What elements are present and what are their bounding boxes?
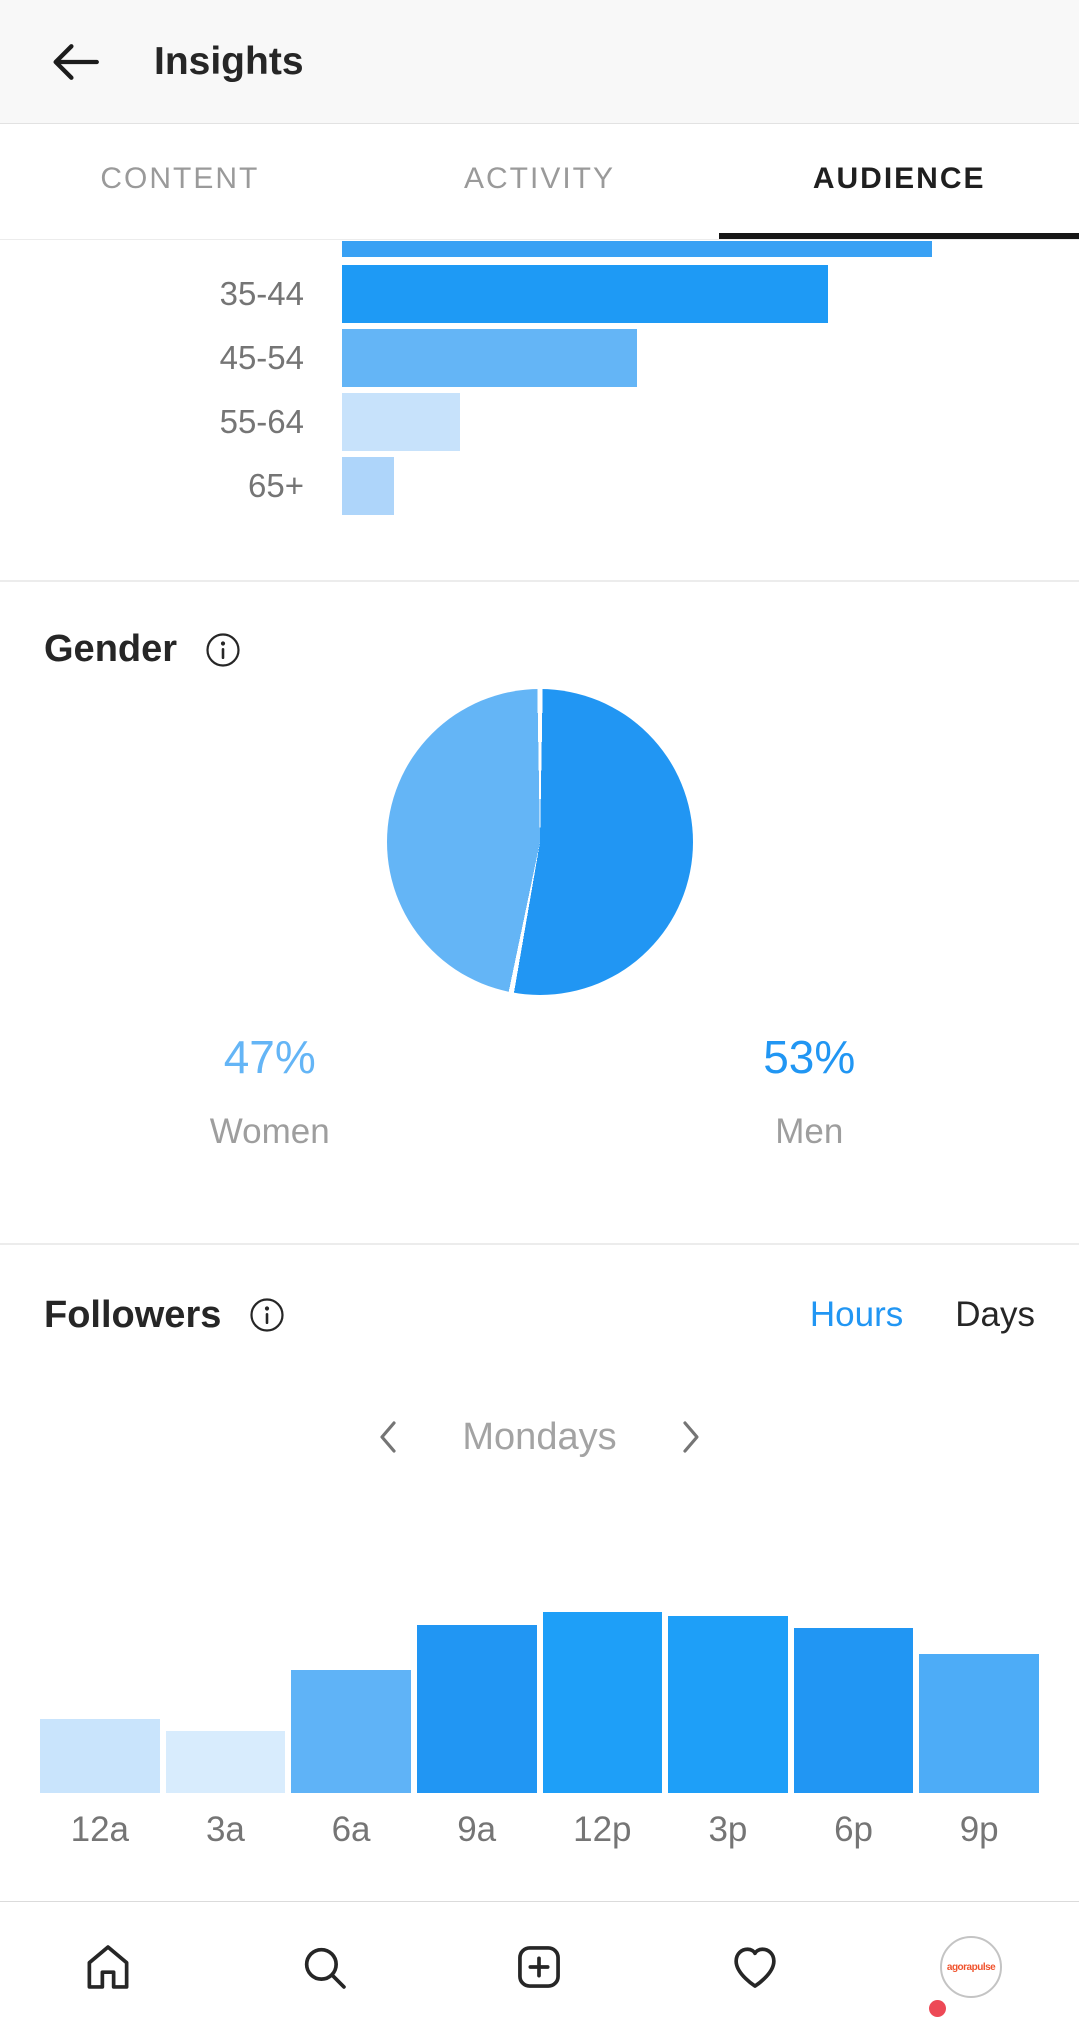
info-icon	[250, 1298, 284, 1332]
hour-column: 12a	[40, 1612, 160, 1853]
top-bar: Insights	[0, 0, 1079, 124]
bottom-nav: agorapulse	[0, 1901, 1079, 2032]
hour-column: 6a	[291, 1612, 411, 1853]
age-bar	[342, 265, 829, 323]
age-row: 55-64	[0, 393, 1079, 451]
age-row: 45-54	[0, 329, 1079, 387]
heart-icon	[734, 1947, 776, 1988]
back-button[interactable]	[42, 29, 108, 95]
hour-bar-12a	[40, 1719, 160, 1793]
age-chart-section: 35-44 45-54 55-64 65+	[0, 241, 1079, 521]
days-toggle[interactable]: Days	[955, 1295, 1035, 1334]
new-post-icon	[518, 1946, 561, 1988]
hour-label: 12p	[573, 1810, 632, 1849]
hour-column: 3a	[165, 1612, 286, 1853]
tab-content[interactable]: CONTENT	[100, 162, 260, 195]
age-row-label: 55-64	[219, 403, 304, 440]
nav-activity-button[interactable]	[715, 1927, 795, 2007]
hour-label: 6p	[834, 1810, 874, 1849]
age-bar	[342, 393, 460, 451]
chevron-right-icon	[682, 1421, 699, 1453]
followers-info-button[interactable]	[249, 1297, 285, 1333]
nav-search-button[interactable]	[284, 1927, 364, 2007]
section-divider	[0, 580, 1079, 582]
hour-label: 3a	[205, 1810, 245, 1849]
hours-days-toggle: Hours Days	[810, 1295, 1035, 1335]
hour-column: 9a	[416, 1612, 537, 1853]
day-selector: Mondays	[0, 1405, 1079, 1469]
back-arrow-icon	[53, 43, 99, 80]
men-percentage: 53%	[763, 1031, 856, 1083]
hour-label: 6a	[331, 1810, 371, 1849]
age-bar	[342, 457, 394, 515]
age-row-label: 35-44	[219, 275, 304, 312]
home-icon	[87, 1945, 129, 1989]
men-label: Men	[775, 1112, 844, 1151]
age-row-label: 45-54	[219, 339, 304, 376]
women-percentage: 47%	[223, 1031, 316, 1083]
gender-pie-chart	[387, 689, 693, 995]
age-row-label: 65+	[248, 467, 304, 504]
notification-dot	[929, 2000, 947, 2017]
hours-toggle[interactable]: Hours	[809, 1295, 904, 1334]
followers-heading: Followers	[44, 1293, 222, 1336]
hour-label: 9a	[457, 1810, 497, 1849]
page-title: Insights	[154, 39, 304, 83]
tab-audience[interactable]: AUDIENCE	[719, 125, 1079, 239]
hour-bar-3a	[165, 1731, 286, 1793]
gender-heading: Gender	[44, 628, 178, 670]
age-chart: 35-44 45-54 55-64 65+	[0, 241, 1079, 515]
chevron-left-icon	[380, 1421, 396, 1453]
hour-column: 12p	[542, 1612, 663, 1853]
nav-new-post-button[interactable]	[499, 1927, 579, 2007]
nav-home-button[interactable]	[68, 1927, 148, 2007]
women-stat: 47% Women	[0, 1030, 540, 1152]
gender-stats: 47% Women 53% Men	[0, 1030, 1079, 1152]
tab-activity[interactable]: ACTIVITY	[464, 162, 616, 195]
gender-info-button[interactable]	[205, 632, 241, 668]
age-row	[0, 241, 1079, 257]
hours-chart: 12a 3a 6a 9a 12p 3p 6p 9p	[40, 1612, 1039, 1853]
previous-day-button[interactable]	[374, 1415, 402, 1459]
men-stat: 53% Men	[540, 1030, 1079, 1152]
hour-column: 3p	[668, 1612, 788, 1853]
hour-label: 9p	[959, 1810, 999, 1849]
hour-bar-9p	[919, 1654, 1039, 1793]
nav-profile-button[interactable]: agorapulse	[929, 1927, 1011, 2017]
hour-bar-12p	[542, 1612, 663, 1793]
avatar-brand-label: agorapulse	[946, 1961, 996, 1973]
age-bar	[342, 241, 932, 257]
hour-bar-6a	[291, 1670, 411, 1793]
women-label: Women	[209, 1112, 330, 1151]
hour-label: 12a	[70, 1810, 130, 1849]
search-icon	[304, 1947, 346, 1989]
hour-bar-3p	[668, 1616, 788, 1793]
hour-column: 6p	[793, 1612, 914, 1853]
age-row: 35-44	[0, 265, 1079, 323]
next-day-button[interactable]	[677, 1415, 705, 1459]
hour-label: 3p	[708, 1810, 748, 1849]
info-icon	[206, 632, 240, 667]
profile-avatar: agorapulse	[940, 1936, 1003, 1998]
hour-column: 9p	[919, 1612, 1039, 1853]
age-row: 65+	[0, 457, 1079, 515]
hour-bar-6p	[793, 1628, 914, 1793]
tab-bar: CONTENT ACTIVITY AUDIENCE	[0, 125, 1079, 240]
hour-bar-9a	[416, 1625, 537, 1793]
day-selector-label: Mondays	[462, 1415, 617, 1458]
age-bar	[342, 329, 637, 387]
section-divider	[0, 1243, 1079, 1245]
